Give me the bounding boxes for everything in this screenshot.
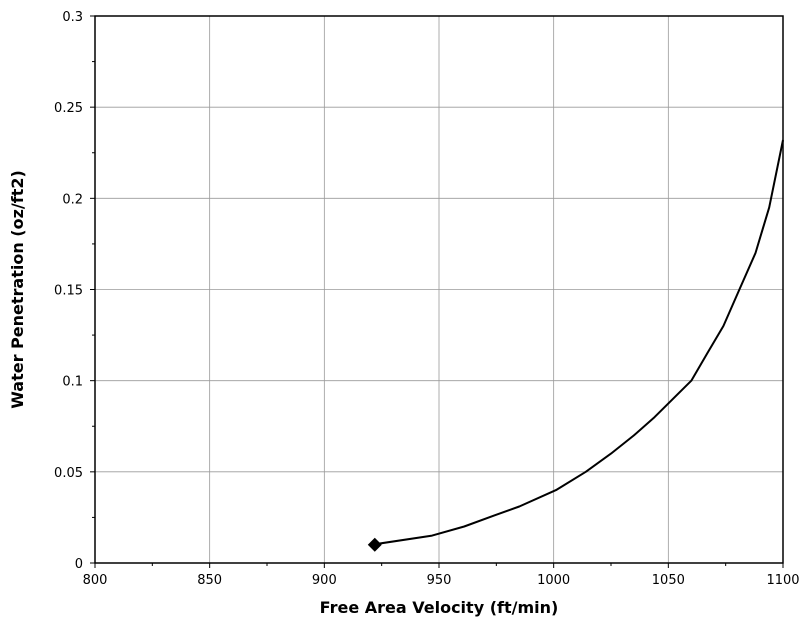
diamond-marker <box>367 537 382 552</box>
x-tick-label: 850 <box>197 573 222 588</box>
y-tick-label: 0.1 <box>62 375 83 390</box>
tick-labels: 800 850 900 950 1000 1050 1100 0 0.05 0.1 0.15 0.2 0… <box>54 10 799 588</box>
y-tick-label: 0.3 <box>62 10 83 25</box>
x-tick-label: 950 <box>427 573 452 588</box>
x-tick-label: 1100 <box>766 573 799 588</box>
x-tick-label: 800 <box>83 573 108 588</box>
y-tick-label: 0.05 <box>54 466 83 481</box>
x-tick-label: 1000 <box>537 573 570 588</box>
y-tick-label: 0.2 <box>62 192 83 207</box>
y-tick-label: 0.15 <box>54 284 83 299</box>
y-axis-title: Water Penetration (oz/ft2) <box>8 170 27 409</box>
marker-layer <box>367 537 382 552</box>
series-line <box>376 139 784 545</box>
tick-marks <box>90 15 784 568</box>
x-tick-label: 1050 <box>652 573 685 588</box>
series-layer <box>376 139 784 545</box>
y-tick-label: 0 <box>75 557 83 572</box>
grid <box>95 16 783 563</box>
y-tick-label: 0.25 <box>54 101 83 116</box>
x-axis-title: Free Area Velocity (ft/min) <box>320 598 559 617</box>
x-tick-label: 900 <box>312 573 337 588</box>
